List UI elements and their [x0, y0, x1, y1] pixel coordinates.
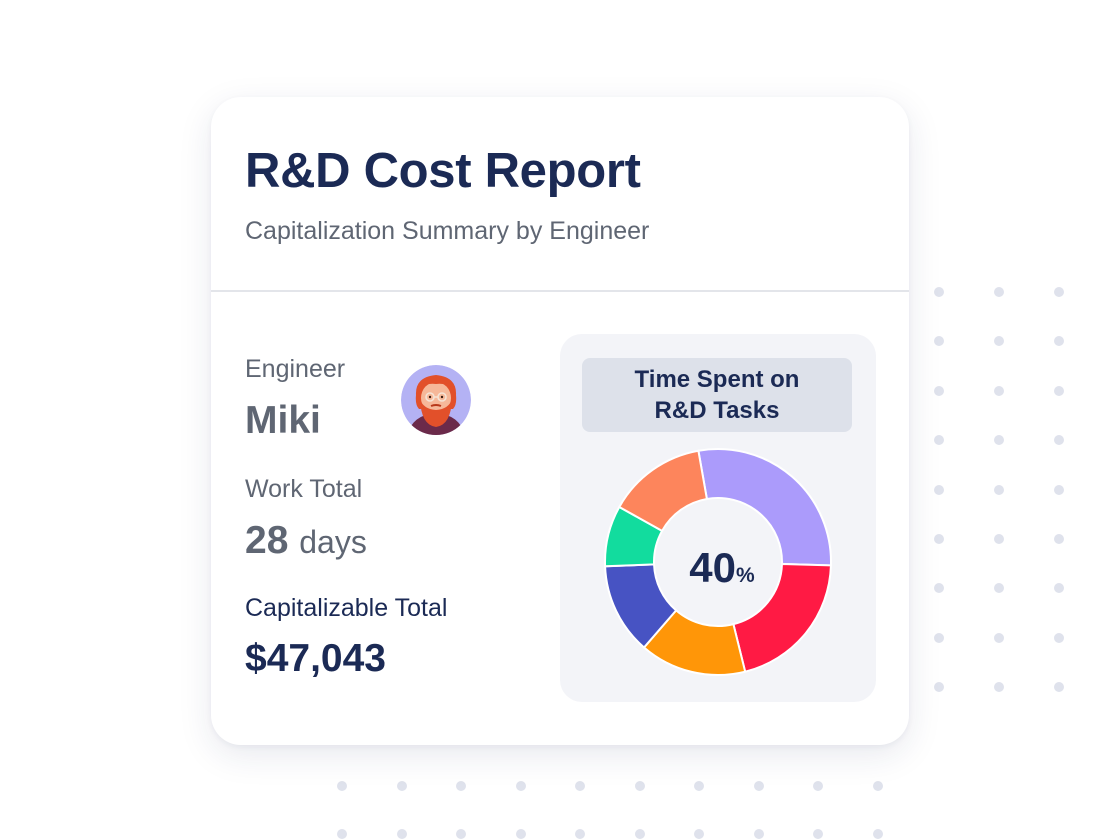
engineer-name: Miki: [245, 399, 321, 442]
decorative-dot: [813, 829, 823, 839]
decorative-dot: [934, 583, 944, 593]
donut-center-value: 40%: [680, 544, 764, 592]
report-subtitle: Capitalization Summary by Engineer: [245, 217, 650, 245]
decorative-dot: [934, 633, 944, 643]
donut-segment-1: [697, 448, 832, 567]
decorative-dot: [516, 829, 526, 839]
decorative-dot: [934, 485, 944, 495]
center-value-number: 40: [689, 544, 737, 591]
decorative-dot: [694, 781, 704, 791]
decorative-dot: [1054, 386, 1064, 396]
decorative-dot: [994, 633, 1004, 643]
report-card: R&D Cost Report Capitalization Summary b…: [211, 97, 909, 745]
decorative-dot: [994, 287, 1004, 297]
decorative-dot: [934, 534, 944, 544]
decorative-dot: [1054, 534, 1064, 544]
decorative-dot: [994, 534, 1004, 544]
capitalizable-total-value: $47,043: [245, 637, 386, 680]
decorative-dot: [934, 336, 944, 346]
card-header: R&D Cost Report Capitalization Summary b…: [211, 97, 909, 292]
decorative-dot: [813, 781, 823, 791]
decorative-dot: [337, 781, 347, 791]
decorative-dot: [873, 781, 883, 791]
decorative-dot: [1054, 287, 1064, 297]
decorative-dot: [456, 781, 466, 791]
decorative-dot: [397, 829, 407, 839]
decorative-dot: [754, 781, 764, 791]
decorative-dot: [994, 435, 1004, 445]
work-total-label: Work Total: [245, 475, 363, 503]
donut-segment-6: [617, 449, 709, 533]
bearded-man-avatar-icon: [401, 365, 471, 435]
engineer-label: Engineer: [245, 355, 346, 383]
decorative-dot: [934, 435, 944, 445]
chart-panel: Time Spent on R&D Tasks 40%: [560, 334, 876, 702]
decorative-dot: [1054, 583, 1064, 593]
decorative-dot: [994, 336, 1004, 346]
decorative-dot: [397, 781, 407, 791]
decorative-dot: [994, 485, 1004, 495]
decorative-dot: [456, 829, 466, 839]
decorative-dot: [1054, 633, 1064, 643]
decorative-dot: [934, 386, 944, 396]
decorative-dot: [575, 829, 585, 839]
decorative-dot: [1054, 682, 1064, 692]
decorative-dot: [575, 781, 585, 791]
page-title: R&D Cost Report: [245, 144, 641, 198]
decorative-dot: [754, 829, 764, 839]
capitalizable-total-label: Capitalizable Total: [245, 594, 448, 622]
decorative-dot: [934, 287, 944, 297]
chart-title-line-1: Time Spent on: [634, 366, 800, 393]
decorative-dot: [994, 682, 1004, 692]
decorative-dot: [337, 829, 347, 839]
chart-title: Time Spent on R&D Tasks: [582, 358, 852, 432]
decorative-dot: [516, 781, 526, 791]
decorative-dot: [694, 829, 704, 839]
work-total-value: 28 days: [245, 519, 367, 563]
decorative-dot: [1054, 435, 1064, 445]
decorative-dot: [1054, 336, 1064, 346]
decorative-dot: [873, 829, 883, 839]
decorative-dot: [635, 781, 645, 791]
work-total-unit: days: [299, 524, 367, 560]
decorative-dot: [994, 583, 1004, 593]
work-total-number: 28: [245, 519, 289, 562]
chart-title-line-2: R&D Tasks: [654, 397, 780, 424]
decorative-dot: [1054, 485, 1064, 495]
decorative-dot: [994, 386, 1004, 396]
decorative-dot: [635, 829, 645, 839]
center-value-unit: %: [736, 564, 755, 587]
decorative-dot: [934, 682, 944, 692]
donut-chart: [604, 448, 832, 676]
